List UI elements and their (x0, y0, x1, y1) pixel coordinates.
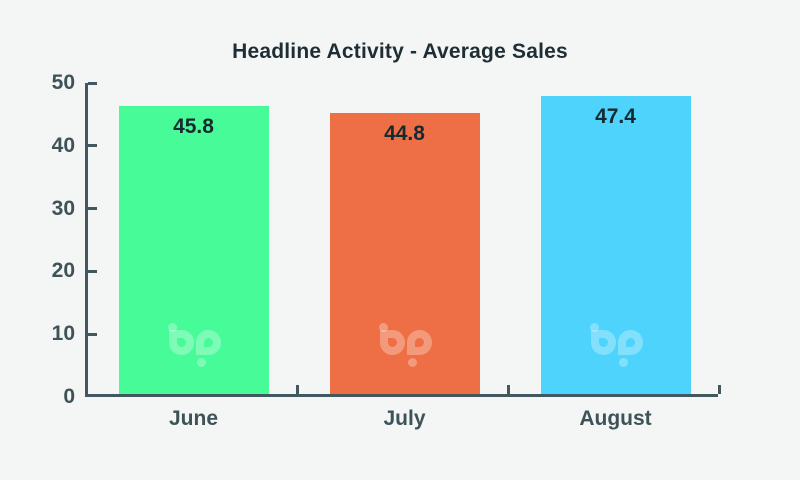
bar-value-label: 47.4 (595, 105, 636, 129)
watermark-dot-top (167, 323, 177, 332)
x-tick-label: August (579, 407, 652, 430)
x-axis-tick (507, 385, 510, 394)
y-tick-label: 10 (51, 322, 75, 346)
plot-area: 0 10 20 30 40 50 45.8 June 44.8 July 47.4 August (52, 71, 721, 430)
bp-watermark-logo (377, 323, 433, 367)
y-axis-tick (88, 332, 97, 336)
watermark-dot-top (589, 323, 599, 332)
watermark-dot-bottom (618, 358, 628, 367)
watermark-dot-top (378, 323, 388, 332)
bp-watermark-logo (588, 323, 644, 367)
y-axis-tick (88, 207, 97, 211)
x-axis-tick (718, 385, 721, 394)
y-axis-tick (88, 269, 97, 273)
y-tick-label: 50 (51, 71, 75, 94)
watermark-glyph-b (379, 330, 405, 355)
x-tick-label: July (383, 407, 426, 430)
y-axis-tick (88, 81, 97, 85)
y-tick-label: 20 (51, 259, 75, 283)
bar-july: 44.8 (329, 112, 480, 394)
watermark-glyph-b (168, 330, 194, 355)
bp-watermark-logo (166, 323, 222, 367)
bar-value-label: 44.8 (384, 121, 425, 145)
watermark-dot-bottom (196, 358, 206, 367)
y-tick-label: 40 (51, 133, 75, 157)
y-axis-tick (88, 144, 97, 148)
watermark-dot-bottom (407, 358, 417, 367)
chart-title: Headline Activity - Average Sales (232, 40, 568, 63)
bar-value-label: 45.8 (173, 115, 214, 139)
x-tick-label: June (168, 407, 218, 430)
bar-august: 47.4 (540, 96, 691, 394)
watermark-glyph-b (590, 330, 616, 355)
bar-june: 45.8 (118, 106, 269, 394)
y-tick-label: 0 (63, 385, 75, 408)
watermark-glyph-p (617, 330, 643, 355)
watermark-glyph-p (406, 330, 432, 355)
watermark-glyph-p (195, 330, 221, 355)
y-tick-label: 30 (51, 196, 75, 220)
x-axis-tick (296, 385, 299, 394)
